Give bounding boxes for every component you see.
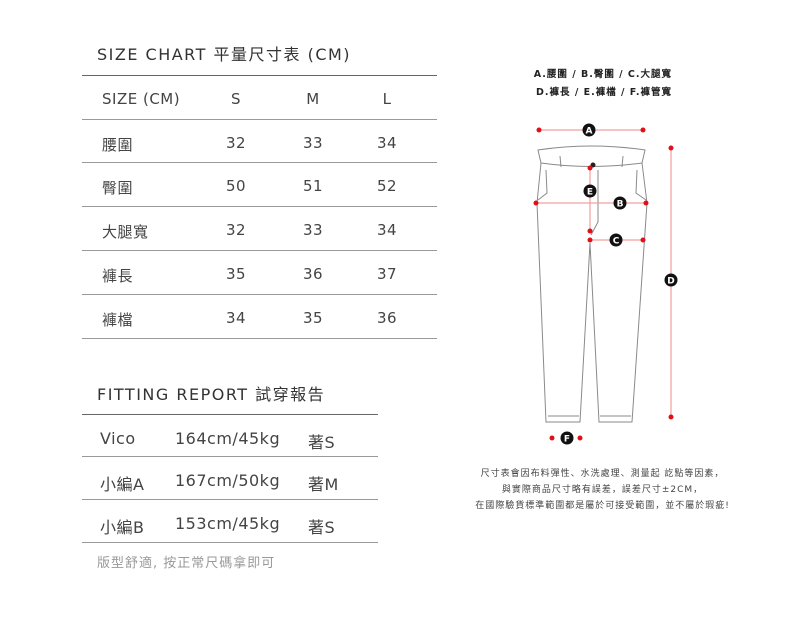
divider [82, 119, 437, 120]
measure-name: 褲檔 [102, 311, 134, 329]
note-line: 與實際商品尺寸略有誤差，誤差尺寸±2CM， [501, 485, 704, 495]
tester-name: Vico [100, 429, 136, 448]
note-line: 尺寸表會因布料彈性、水洗處理、測量起 訖點等因素， [480, 469, 725, 479]
size-value: 52 [376, 177, 398, 195]
size-value: 36 [376, 309, 398, 327]
size-chart-title: SIZE CHART 平量尺寸表 (CM) [97, 45, 352, 64]
body-size: 153cm/45kg [175, 514, 281, 533]
divider [82, 250, 437, 251]
size-value: 34 [376, 221, 398, 239]
size-value: 33 [302, 134, 324, 152]
size-value: 34 [376, 134, 398, 152]
header-size: SIZE (CM) [102, 90, 181, 108]
size-value: 50 [225, 177, 247, 195]
marker-f: F [549, 431, 583, 445]
legend-line: A.腰圍 / B.臀圍 / C.大腿寬 [533, 69, 672, 80]
header-l: L [382, 90, 392, 108]
size-value: 32 [225, 134, 247, 152]
measure-name: 腰圍 [102, 136, 134, 154]
marker-a: A [536, 123, 646, 137]
divider [82, 294, 437, 295]
divider [82, 499, 378, 500]
size-value: 35 [225, 265, 247, 283]
measure-name: 褲長 [102, 267, 134, 285]
size-note: 尺寸表會因布料彈性、水洗處理、測量起 訖點等因素， 與實際商品尺寸略有誤差，誤差… [430, 466, 775, 514]
body-size: 164cm/45kg [175, 429, 281, 448]
pants-outline [536, 145, 648, 423]
divider [82, 414, 378, 415]
divider [82, 456, 378, 457]
tester-name: 小編B [100, 518, 145, 537]
size-value: 36 [302, 265, 324, 283]
diagram-legend: A.腰圍 / B.臀圍 / C.大腿寬 D.褲長 / E.褲檔 / F.褲管寬 [534, 66, 672, 102]
size-value: 35 [302, 309, 324, 327]
marker-d: D [664, 145, 678, 420]
body-size: 167cm/50kg [175, 471, 281, 490]
marker-c: C [587, 233, 646, 247]
size-value: 32 [225, 221, 247, 239]
note-line: 在國際驗貨標準範圍都是屬於可接受範圍，並不屬於瑕疵! [475, 501, 730, 511]
divider [82, 338, 437, 339]
fit-size: 著S [308, 433, 336, 452]
divider [82, 162, 437, 163]
size-value: 34 [225, 309, 247, 327]
marker-label: F [564, 435, 570, 445]
measure-name: 大腿寬 [102, 223, 149, 241]
size-value: 37 [376, 265, 398, 283]
tester-name: 小編A [100, 475, 145, 494]
fit-size: 著S [308, 518, 336, 537]
size-value: 51 [302, 177, 324, 195]
divider [82, 206, 437, 207]
fitting-footnote: 版型舒適, 按正常尺碼拿即可 [97, 556, 276, 571]
marker-label: B [617, 200, 624, 210]
marker-label: A [586, 127, 593, 137]
marker-label: C [613, 237, 620, 247]
fit-size: 著M [308, 475, 339, 494]
divider [82, 542, 378, 543]
legend-line: D.褲長 / E.褲檔 / F.褲管寬 [536, 87, 672, 98]
marker-b: B [533, 196, 649, 210]
marker-label: D [667, 277, 674, 287]
header-m: M [306, 90, 320, 108]
fitting-report-title: FITTING REPORT 試穿報告 [97, 385, 326, 404]
size-value: 33 [302, 221, 324, 239]
measure-name: 臀圍 [102, 179, 134, 197]
divider [82, 75, 437, 76]
header-s: S [230, 90, 242, 108]
marker-label: E [587, 188, 593, 198]
marker-e: E [583, 165, 597, 234]
